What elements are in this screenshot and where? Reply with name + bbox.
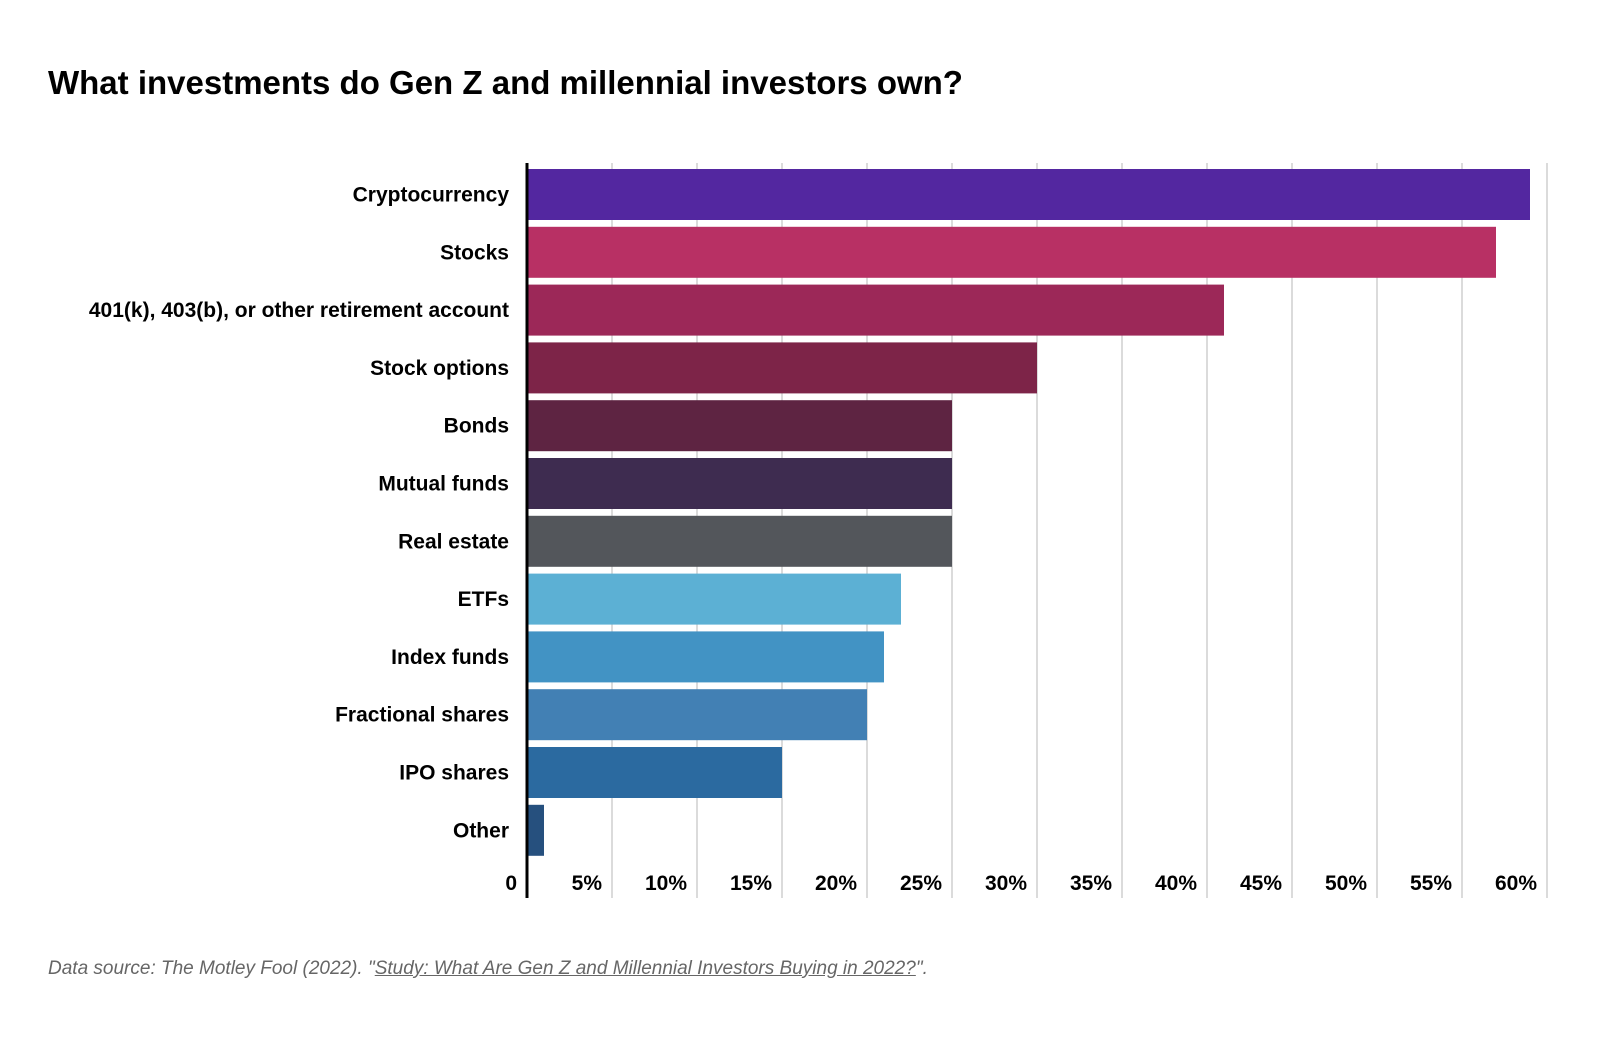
x-tick-label: 55% — [1410, 872, 1452, 895]
bar — [527, 515, 952, 567]
chart-title: What investments do Gen Z and millennial… — [48, 64, 963, 101]
category-label: Stocks — [440, 241, 509, 264]
category-label: IPO shares — [399, 762, 509, 785]
x-tick-label: 40% — [1155, 872, 1197, 895]
category-label: Mutual funds — [378, 473, 509, 496]
bar — [527, 226, 1496, 278]
category-label: Fractional shares — [335, 704, 509, 727]
category-label: Index funds — [391, 646, 509, 669]
x-tick-label: 5% — [572, 872, 603, 895]
category-label: ETFs — [458, 588, 509, 611]
footnote: Data source: The Motley Fool (2022). "St… — [48, 958, 928, 980]
bar — [527, 689, 867, 741]
x-tick-label: 15% — [730, 872, 772, 895]
x-tick-label: 35% — [1070, 872, 1112, 895]
x-tick-label: 30% — [985, 872, 1027, 895]
x-tick-label: 0 — [505, 872, 517, 895]
category-label: 401(k), 403(b), or other retirement acco… — [89, 299, 509, 322]
x-tick-label: 50% — [1325, 872, 1367, 895]
category-label: Bonds — [444, 415, 509, 438]
bar — [527, 573, 901, 625]
footnote-suffix: ". — [915, 958, 928, 979]
bar — [527, 458, 952, 509]
bar — [527, 747, 782, 798]
x-tick-label: 10% — [645, 872, 687, 895]
category-label: Stock options — [370, 357, 509, 380]
x-tick-label: 45% — [1240, 872, 1282, 895]
category-label: Other — [453, 819, 509, 842]
category-labels: Cryptocurrency Stocks 401(k), 403(b), or o… — [89, 184, 509, 843]
bar — [527, 400, 952, 452]
bar — [527, 804, 544, 856]
bars — [527, 169, 1530, 856]
category-label: Cryptocurrency — [353, 184, 510, 207]
x-tick-label: 20% — [815, 872, 857, 895]
tick-labels: 0 5% 10% 15% 20% 25% 30% 35% 40% 45% 50% 55% 60% — [505, 872, 1537, 895]
footnote-prefix: Data source: The Motley Fool (2022). " — [48, 958, 375, 979]
category-label: Real estate — [398, 530, 509, 553]
source-link[interactable]: Study: What Are Gen Z and Millennial Inv… — [374, 958, 916, 979]
bar — [527, 631, 884, 683]
bar — [527, 169, 1530, 220]
x-tick-label: 25% — [900, 872, 942, 895]
bar — [527, 284, 1224, 336]
bar — [527, 342, 1037, 394]
x-tick-label: 60% — [1495, 872, 1537, 895]
